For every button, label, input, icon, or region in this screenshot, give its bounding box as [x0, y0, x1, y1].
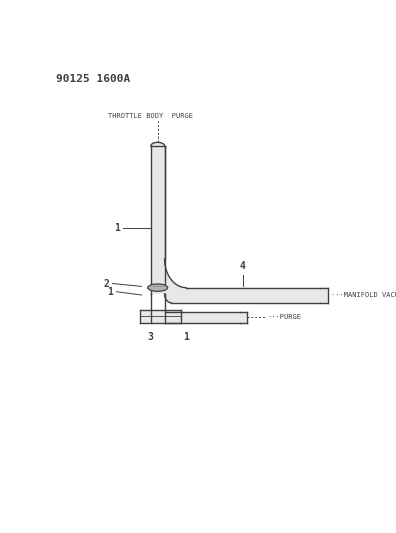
Ellipse shape [148, 284, 168, 292]
Text: 4: 4 [240, 261, 246, 271]
FancyBboxPatch shape [140, 310, 181, 324]
FancyBboxPatch shape [165, 312, 248, 322]
Text: THROTTLE BODY  PURGE: THROTTLE BODY PURGE [108, 114, 193, 119]
Polygon shape [165, 259, 328, 303]
Text: ···PURGE: ···PURGE [267, 314, 301, 320]
Text: 90125 1600A: 90125 1600A [55, 74, 130, 84]
Text: 1: 1 [114, 223, 120, 233]
Text: ···MANIFOLD VACUUM: ···MANIFOLD VACUUM [331, 292, 396, 298]
Polygon shape [151, 142, 165, 146]
Text: 1: 1 [107, 287, 113, 297]
FancyBboxPatch shape [151, 146, 165, 294]
Text: 1: 1 [183, 332, 189, 342]
Text: 2: 2 [103, 279, 109, 288]
Text: 3: 3 [148, 332, 154, 342]
